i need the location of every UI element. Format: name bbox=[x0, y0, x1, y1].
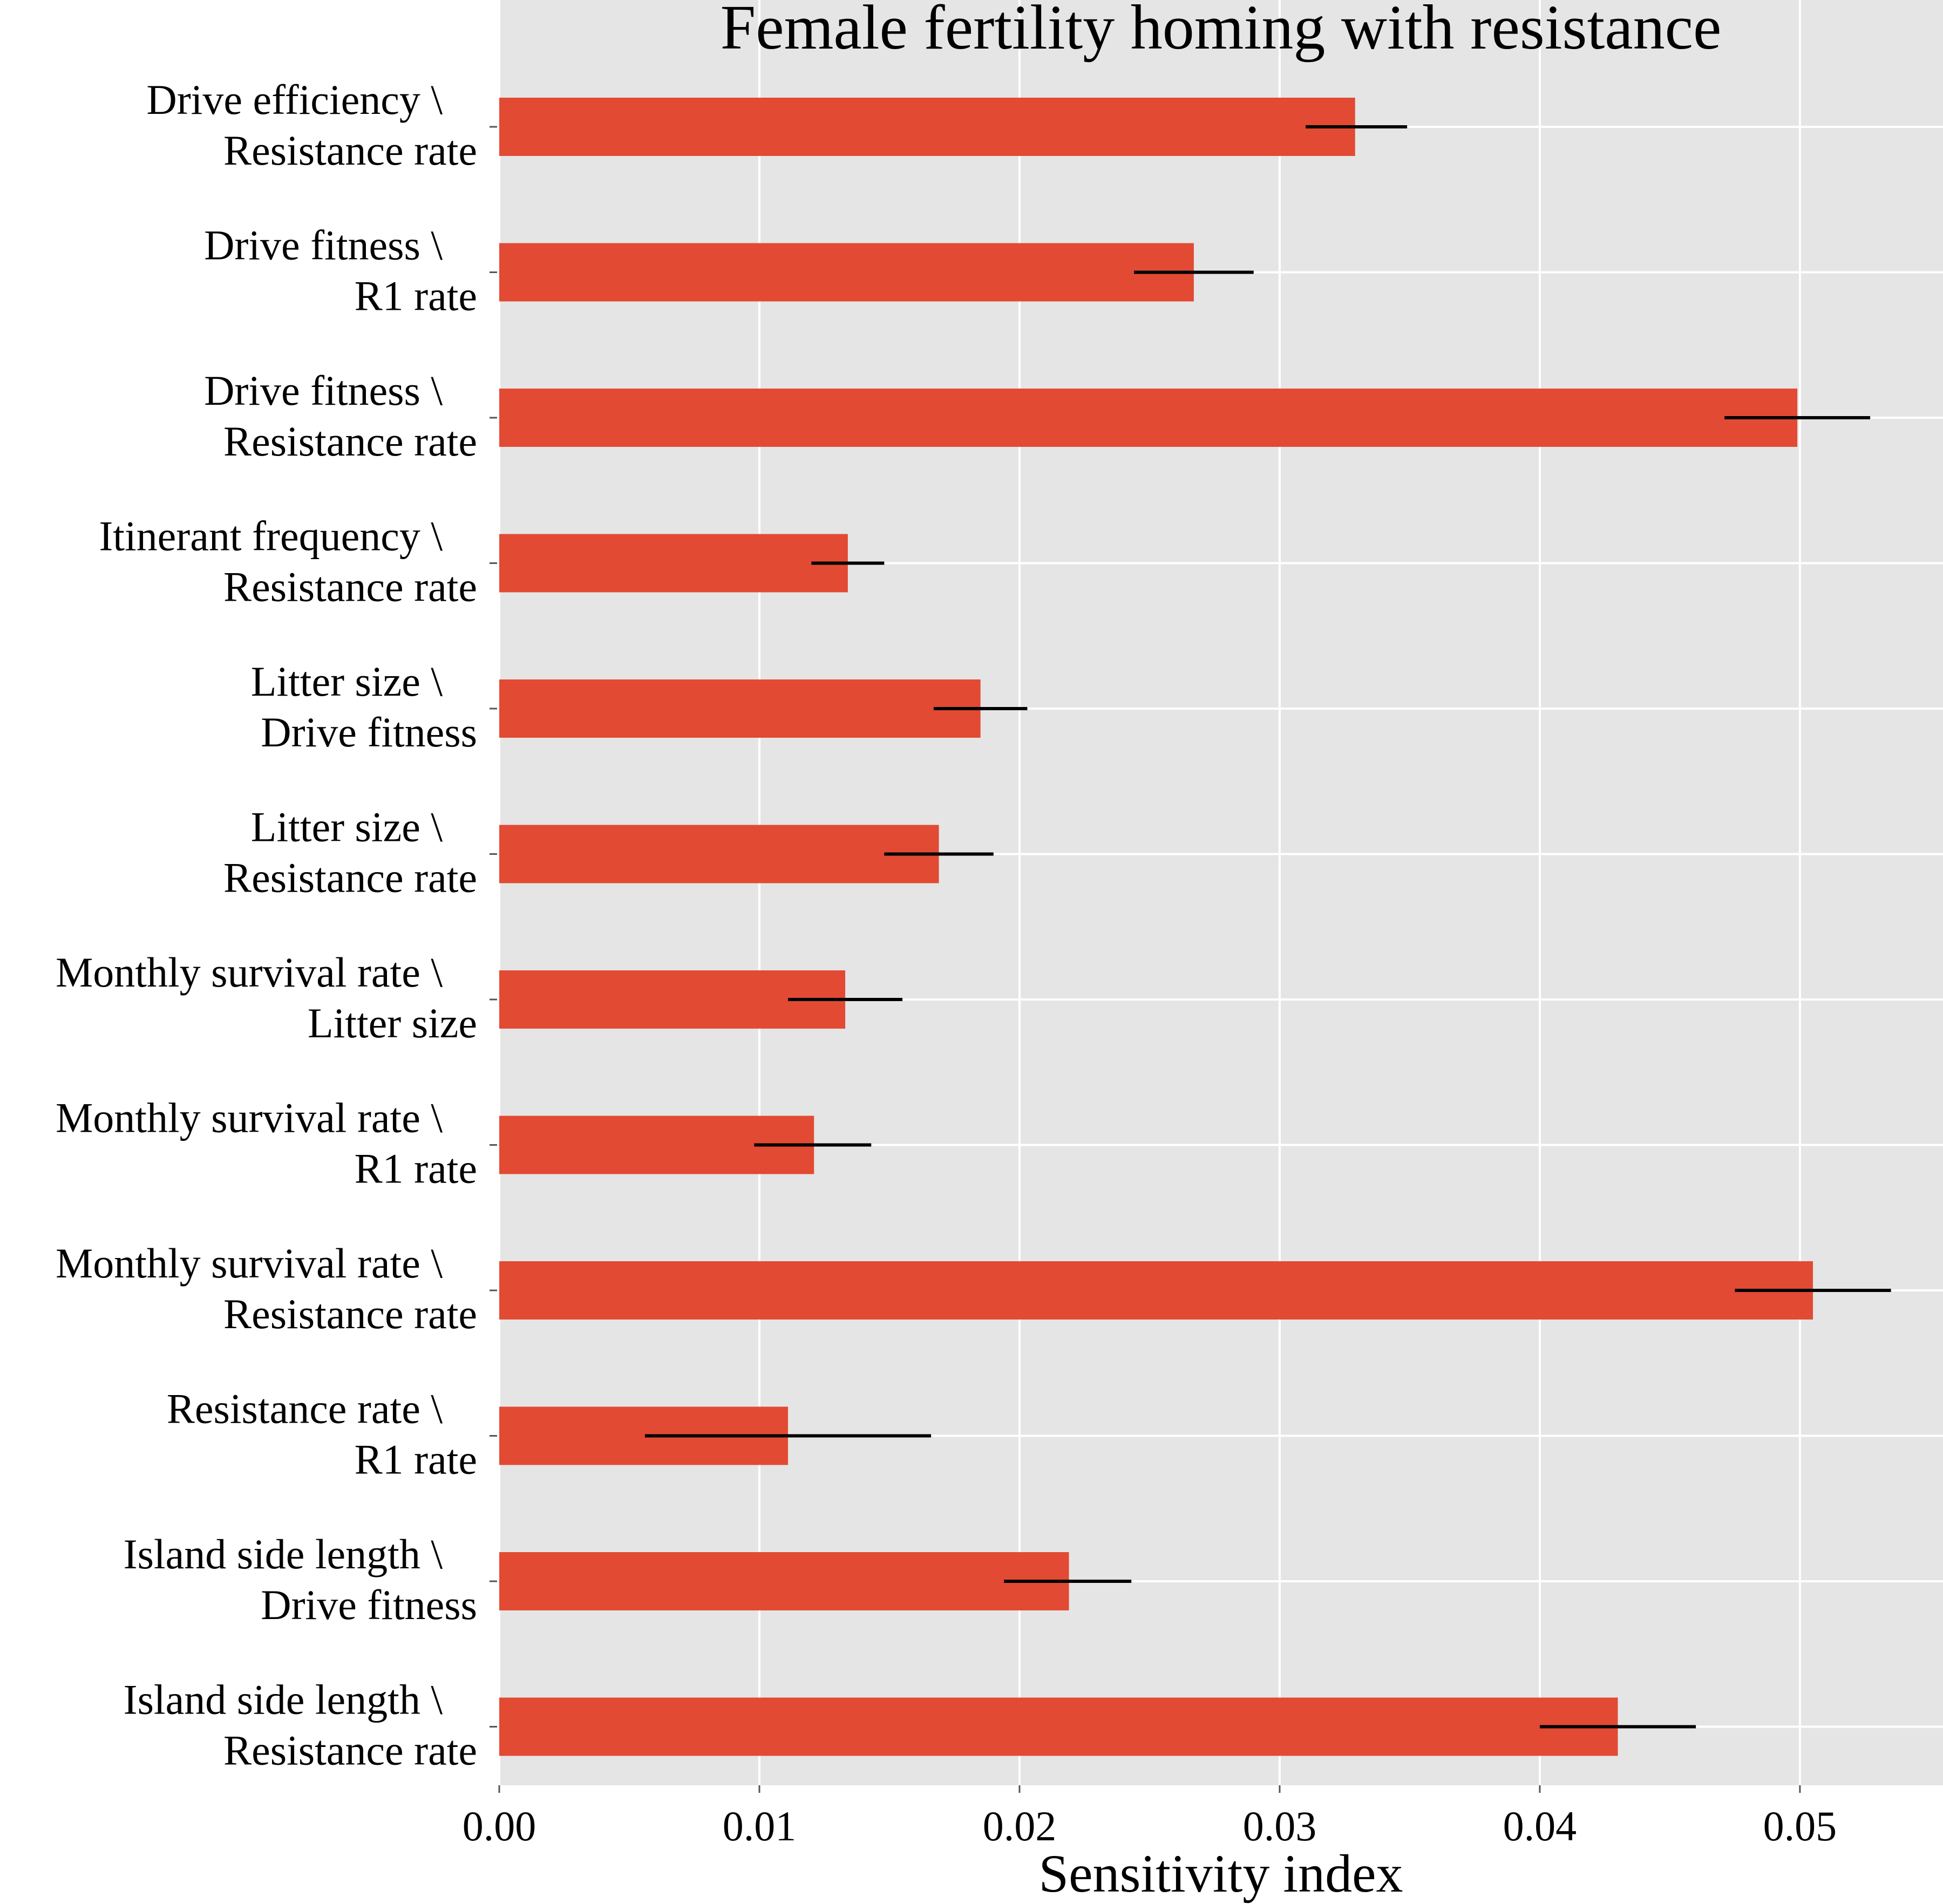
category-label-line1: Resistance rate \ bbox=[167, 1385, 443, 1432]
bar bbox=[499, 243, 1194, 302]
category-label-line1: Litter size \ bbox=[251, 658, 443, 705]
bar bbox=[499, 679, 981, 738]
x-axis-ticks: 0.00 0.01 0.02 0.03 0.04 0.05 bbox=[463, 1785, 1837, 1849]
category-label-line2: Resistance rate bbox=[223, 418, 477, 465]
category-label-line2: Litter size bbox=[308, 999, 477, 1046]
category-label-line2: Drive fitness bbox=[261, 709, 477, 756]
x-tick-label: 0.03 bbox=[1243, 1803, 1317, 1849]
category-label-line2: Resistance rate bbox=[223, 563, 477, 610]
category-label-line2: Resistance rate bbox=[223, 854, 477, 901]
category-label-line1: Litter size \ bbox=[251, 804, 443, 851]
x-tick-label: 0.05 bbox=[1763, 1803, 1837, 1849]
category-label-line2: Resistance rate bbox=[223, 1290, 477, 1337]
category-label-line1: Itinerant frequency \ bbox=[99, 513, 443, 560]
x-tick-label: 0.02 bbox=[983, 1803, 1057, 1849]
category-label-line1: Monthly survival rate \ bbox=[56, 1094, 443, 1141]
category-label-line1: Drive fitness \ bbox=[204, 222, 443, 269]
bar bbox=[499, 389, 1798, 447]
category-label-line2: R1 rate bbox=[355, 273, 477, 319]
category-label-line2: R1 rate bbox=[355, 1145, 477, 1192]
category-label-line2: Resistance rate bbox=[223, 1727, 477, 1774]
bar bbox=[499, 970, 846, 1029]
bar bbox=[499, 1261, 1813, 1320]
bar bbox=[499, 534, 848, 593]
bar bbox=[499, 98, 1355, 156]
category-label-line1: Drive efficiency \ bbox=[146, 76, 443, 123]
x-tick-label: 0.01 bbox=[723, 1803, 797, 1849]
error-bars bbox=[644, 125, 1891, 1729]
category-label-line1: Island side length \ bbox=[124, 1531, 443, 1577]
bar bbox=[499, 1552, 1069, 1610]
x-axis-label: Sensitivity index bbox=[1039, 1844, 1403, 1903]
bar bbox=[499, 1697, 1618, 1756]
category-label-line1: Monthly survival rate \ bbox=[56, 1240, 443, 1287]
category-label-line2: Drive fitness bbox=[261, 1581, 477, 1628]
bar bbox=[499, 825, 939, 883]
x-tick-label: 0.04 bbox=[1503, 1803, 1577, 1849]
category-label-line1: Island side length \ bbox=[124, 1676, 443, 1723]
category-label-line1: Drive fitness \ bbox=[204, 367, 443, 414]
x-tick-label: 0.00 bbox=[463, 1803, 536, 1849]
category-label-line1: Monthly survival rate \ bbox=[56, 949, 443, 996]
category-label-line2: Resistance rate bbox=[223, 127, 477, 174]
chart-title: Female fertility homing with resistance bbox=[721, 0, 1722, 63]
category-label-line2: R1 rate bbox=[355, 1436, 477, 1483]
